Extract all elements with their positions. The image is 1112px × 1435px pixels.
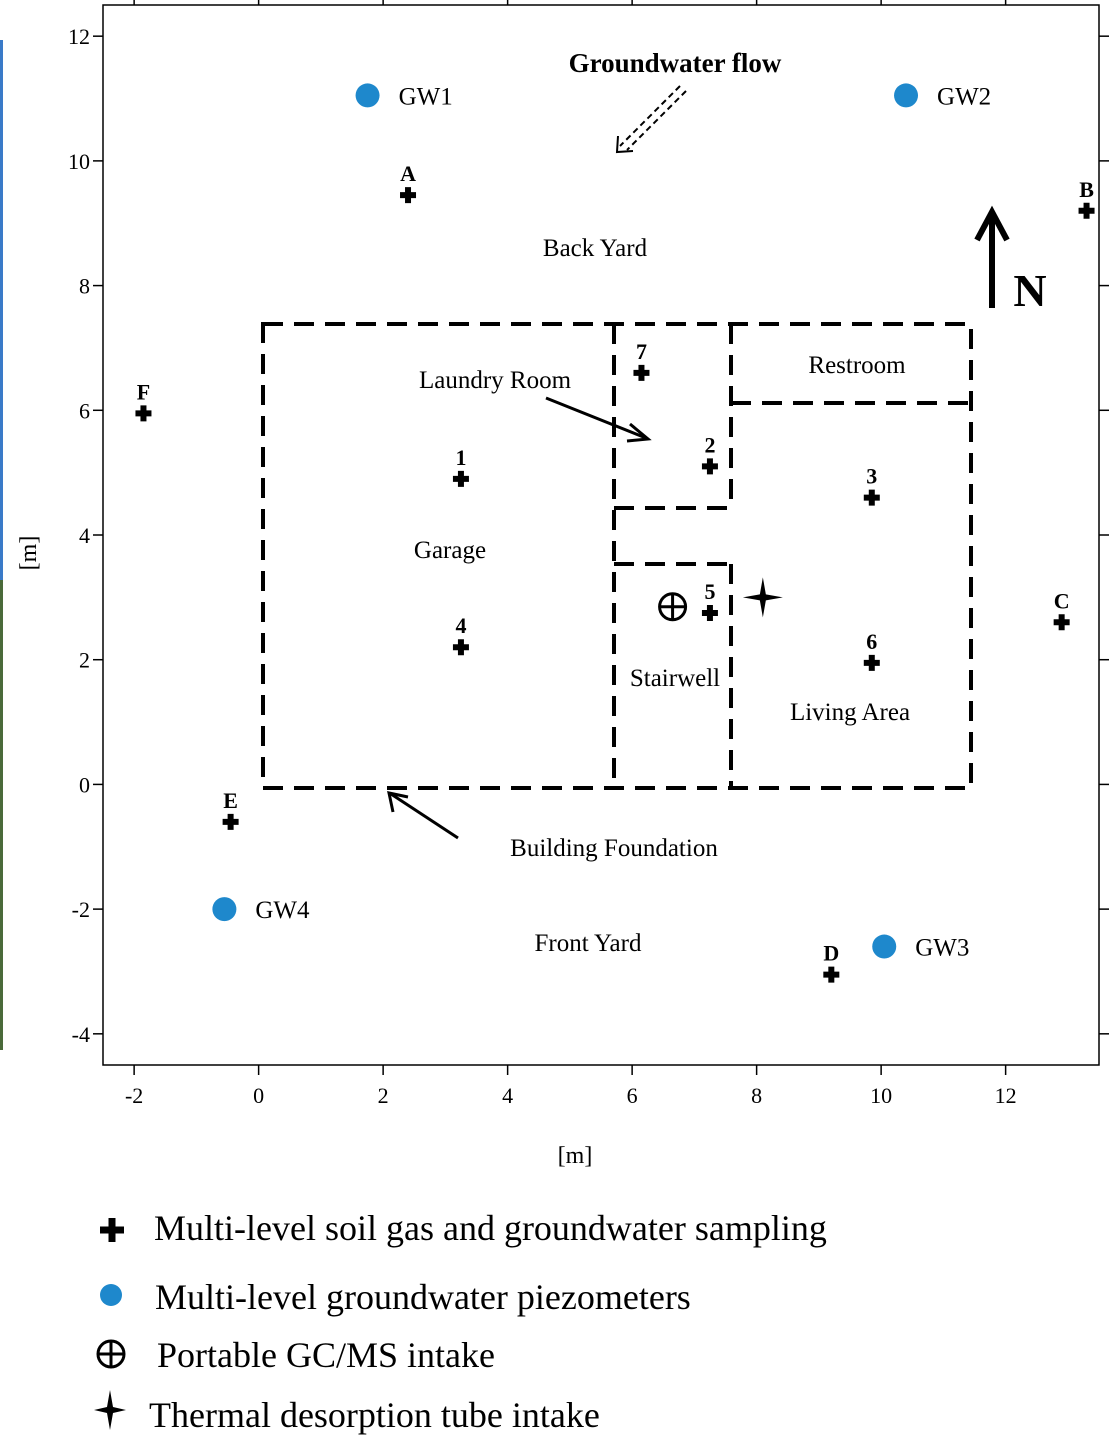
piezometer-dot-icon <box>212 897 237 922</box>
sampling-point-label: F <box>137 379 150 404</box>
x-tick-label: -2 <box>125 1083 143 1108</box>
y-tick-label: 4 <box>79 523 90 548</box>
axis-ticks <box>93 0 1109 1075</box>
y-tick-label: -2 <box>72 897 90 922</box>
sampling-point-label: 2 <box>704 432 715 457</box>
front-yard-label: Front Yard <box>535 930 642 957</box>
legend-text-sampling: Multi-level soil gas and groundwater sam… <box>154 1208 827 1248</box>
piezometer-label: GW2 <box>937 83 991 110</box>
sampling-point-label: A <box>400 161 416 186</box>
sampling-point-label: C <box>1054 588 1070 613</box>
x-tick-label: 12 <box>995 1083 1017 1108</box>
north-label: N <box>1013 265 1046 316</box>
y-tick-label: 10 <box>68 149 90 174</box>
piezometer-label: GW1 <box>399 83 453 110</box>
sampling-point-cross-icon <box>1053 614 1070 631</box>
x-tick-label: 10 <box>870 1083 892 1108</box>
piezometer-label: GW3 <box>915 935 969 962</box>
x-tick-label: 8 <box>751 1083 762 1108</box>
sampling-point-label: 4 <box>455 613 466 638</box>
sampling-point-cross-icon <box>135 405 152 422</box>
left-edge-strip-green <box>0 580 3 1050</box>
legend-text-thermal: Thermal desorption tube intake <box>149 1395 600 1435</box>
y-tick-label: 8 <box>79 274 90 299</box>
sampling-point-label: 7 <box>636 339 647 364</box>
x-axis-title: [m] <box>558 1143 593 1169</box>
gcms-intake-circled-plus-icon <box>658 592 688 622</box>
sampling-point-cross-icon <box>701 604 718 621</box>
legend-cross-icon <box>100 1218 124 1242</box>
building-outer-wall <box>261 322 973 790</box>
building-foundation-outline <box>261 322 973 790</box>
sampling-point-label: 6 <box>866 629 877 654</box>
sampling-point-label: 3 <box>866 464 877 489</box>
building-foundation-label: Building Foundation <box>510 835 718 862</box>
x-tick-label: 6 <box>627 1083 638 1108</box>
sampling-point-cross-icon <box>400 187 417 204</box>
piezometer-dot-icon <box>872 934 897 959</box>
y-tick-label: 0 <box>79 772 90 797</box>
sampling-point-label: 5 <box>704 579 715 604</box>
map-markers: A B C D E F 1 2 3 4 5 6 7 GW1 GW2 GW3 GW4 <box>135 83 1095 983</box>
groundwater-flow-label: Groundwater flow <box>569 48 782 78</box>
thermal-intake-four-point-star-icon <box>742 577 783 618</box>
legend: Multi-level soil gas and groundwater sam… <box>94 1208 827 1435</box>
legend-piezometer-dot-icon <box>100 1284 122 1306</box>
sampling-point-label: E <box>223 788 238 813</box>
x-tick-label: 0 <box>253 1083 264 1108</box>
plot-frame <box>102 4 1100 1066</box>
left-edge-strip-blue <box>0 40 3 580</box>
groundwater-flow-arrow-head <box>615 135 634 154</box>
piezometer-dot-icon <box>355 83 380 108</box>
sampling-point-cross-icon <box>863 489 880 506</box>
sampling-point-cross-icon <box>863 654 880 671</box>
sampling-point-cross-icon <box>452 639 469 656</box>
back-yard-label: Back Yard <box>543 235 648 262</box>
living-area-label: Living Area <box>790 699 910 726</box>
garage-label: Garage <box>414 537 486 564</box>
sampling-point-cross-icon <box>222 813 239 830</box>
laundry-room-label: Laundry Room <box>419 367 572 394</box>
y-tick-label: 12 <box>68 24 90 49</box>
y-tick-label: -4 <box>72 1022 90 1047</box>
sampling-point-cross-icon <box>1078 202 1095 219</box>
legend-circled-plus-icon <box>96 1339 126 1369</box>
restroom-label: Restroom <box>808 352 906 379</box>
sampling-point-label: 1 <box>455 445 466 470</box>
x-tick-label: 4 <box>502 1083 513 1108</box>
legend-text-piezometers: Multi-level groundwater piezometers <box>155 1277 691 1317</box>
legend-text-gcms: Portable GC/MS intake <box>157 1335 495 1375</box>
building-foundation-arrow <box>387 791 459 840</box>
stairwell-label: Stairwell <box>630 665 720 692</box>
sampling-point-cross-icon <box>823 966 840 983</box>
laundry-room-arrow <box>545 396 652 443</box>
sampling-point-label: B <box>1079 177 1094 202</box>
y-tick-label: 6 <box>79 398 90 423</box>
sampling-point-cross-icon <box>452 470 469 487</box>
legend-four-point-star-icon <box>94 1390 126 1430</box>
y-axis-title: [m] <box>16 536 42 571</box>
piezometer-label: GW4 <box>255 897 310 924</box>
piezometer-dot-icon <box>894 83 919 108</box>
y-tick-label: 2 <box>79 648 90 673</box>
x-tick-label: 2 <box>378 1083 389 1108</box>
sampling-point-cross-icon <box>633 364 650 381</box>
groundwater-flow-arrow-icon <box>619 85 687 151</box>
sampling-point-label: D <box>823 941 839 966</box>
sampling-point-cross-icon <box>701 458 718 475</box>
north-arrow-icon <box>974 205 1010 308</box>
